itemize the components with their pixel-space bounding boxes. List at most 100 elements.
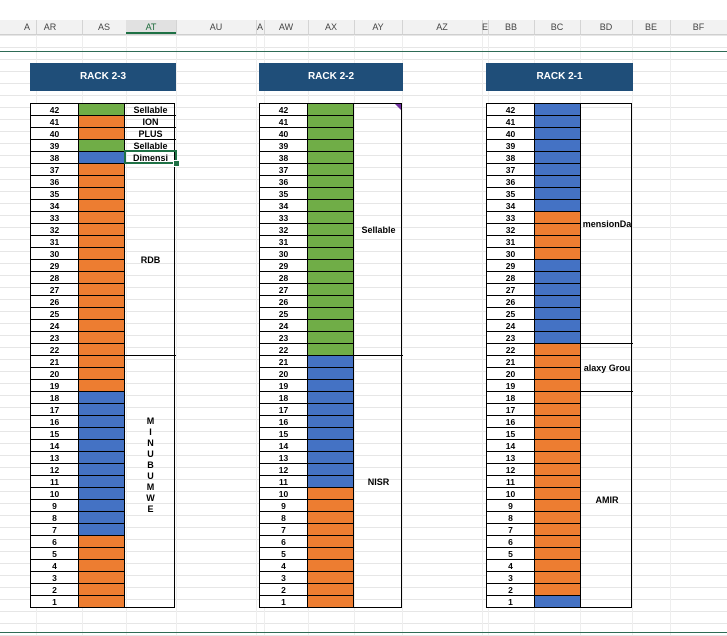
unit-number[interactable]: 39 [487, 140, 535, 152]
unit-status-cell[interactable] [535, 188, 581, 200]
column-header-bf[interactable]: BF [692, 22, 705, 32]
unit-status-cell[interactable] [308, 200, 354, 212]
unit-number[interactable]: 34 [260, 200, 308, 212]
fill-handle[interactable] [173, 160, 180, 167]
unit-number[interactable]: 13 [487, 452, 535, 464]
unit-status-cell[interactable] [308, 116, 354, 128]
unit-status-cell[interactable] [308, 296, 354, 308]
unit-number[interactable]: 4 [260, 560, 308, 572]
unit-number[interactable]: 31 [487, 236, 535, 248]
unit-number[interactable]: 17 [487, 404, 535, 416]
unit-number[interactable]: 3 [260, 572, 308, 584]
unit-status-cell[interactable] [535, 380, 581, 392]
unit-number[interactable]: 19 [487, 380, 535, 392]
column-header-bd[interactable]: BD [599, 22, 613, 32]
unit-number[interactable]: 19 [260, 380, 308, 392]
unit-status-cell[interactable] [535, 272, 581, 284]
unit-status-cell[interactable] [308, 548, 354, 560]
unit-number[interactable]: 7 [31, 524, 79, 536]
unit-status-cell[interactable] [308, 368, 354, 380]
unit-number[interactable]: 32 [260, 224, 308, 236]
unit-number[interactable]: 39 [31, 140, 79, 152]
unit-number[interactable]: 38 [487, 152, 535, 164]
unit-number[interactable]: 26 [260, 296, 308, 308]
unit-status-cell[interactable] [79, 188, 125, 200]
unit-number[interactable]: 20 [260, 368, 308, 380]
column-header-bc[interactable]: BC [550, 22, 564, 32]
unit-status-cell[interactable] [79, 548, 125, 560]
unit-number[interactable]: 18 [31, 392, 79, 404]
unit-status-cell[interactable] [79, 476, 125, 488]
unit-status-cell[interactable] [79, 248, 125, 260]
unit-number[interactable]: 11 [487, 476, 535, 488]
column-header-as[interactable]: AS [97, 22, 110, 32]
unit-status-cell[interactable] [535, 116, 581, 128]
unit-status-cell[interactable] [535, 416, 581, 428]
unit-number[interactable]: 21 [31, 356, 79, 368]
unit-status-cell[interactable] [79, 104, 125, 116]
unit-status-cell[interactable] [79, 344, 125, 356]
unit-number[interactable]: 15 [487, 428, 535, 440]
unit-status-cell[interactable] [535, 440, 581, 452]
unit-number[interactable]: 34 [487, 200, 535, 212]
unit-number[interactable]: 27 [31, 284, 79, 296]
unit-number[interactable]: 10 [260, 488, 308, 500]
unit-number[interactable]: 40 [31, 128, 79, 140]
unit-number[interactable]: 17 [260, 404, 308, 416]
unit-status-cell[interactable] [535, 200, 581, 212]
unit-number[interactable]: 37 [31, 164, 79, 176]
unit-number[interactable]: 13 [260, 452, 308, 464]
unit-status-cell[interactable] [79, 308, 125, 320]
comment-indicator-icon[interactable] [395, 104, 401, 110]
unit-status-cell[interactable] [79, 584, 125, 596]
unit-status-cell[interactable] [535, 524, 581, 536]
unit-status-cell[interactable] [79, 368, 125, 380]
unit-status-cell[interactable] [535, 236, 581, 248]
unit-number[interactable]: 41 [260, 116, 308, 128]
unit-number[interactable]: 25 [260, 308, 308, 320]
unit-number[interactable]: 31 [260, 236, 308, 248]
unit-status-cell[interactable] [79, 416, 125, 428]
unit-number[interactable]: 2 [487, 584, 535, 596]
unit-number[interactable]: 6 [487, 536, 535, 548]
unit-status-cell[interactable] [308, 404, 354, 416]
unit-number[interactable]: 32 [487, 224, 535, 236]
unit-status-cell[interactable] [79, 464, 125, 476]
unit-status-cell[interactable] [308, 440, 354, 452]
unit-number[interactable]: 12 [260, 464, 308, 476]
unit-status-cell[interactable] [535, 548, 581, 560]
unit-number[interactable]: 7 [487, 524, 535, 536]
unit-status-cell[interactable] [535, 356, 581, 368]
unit-status-cell[interactable] [308, 500, 354, 512]
unit-status-cell[interactable] [79, 164, 125, 176]
unit-number[interactable]: 12 [487, 464, 535, 476]
tenant-label[interactable]: mensionDa [581, 104, 633, 344]
unit-status-cell[interactable] [535, 284, 581, 296]
unit-number[interactable]: 9 [487, 500, 535, 512]
unit-status-cell[interactable] [79, 488, 125, 500]
unit-status-cell[interactable] [535, 584, 581, 596]
unit-status-cell[interactable] [79, 140, 125, 152]
unit-status-cell[interactable] [308, 572, 354, 584]
unit-number[interactable]: 36 [487, 176, 535, 188]
unit-number[interactable]: 35 [487, 188, 535, 200]
unit-status-cell[interactable] [308, 308, 354, 320]
column-header-at[interactable]: AT [126, 20, 176, 34]
unit-number[interactable]: 14 [260, 440, 308, 452]
unit-status-cell[interactable] [308, 128, 354, 140]
unit-status-cell[interactable] [535, 404, 581, 416]
unit-number[interactable]: 23 [31, 332, 79, 344]
unit-status-cell[interactable] [535, 392, 581, 404]
column-header-ax[interactable]: AX [324, 22, 337, 32]
unit-status-cell[interactable] [79, 224, 125, 236]
unit-number[interactable]: 10 [487, 488, 535, 500]
column-header-be[interactable]: BE [644, 22, 657, 32]
column-header-a[interactable]: A [23, 22, 30, 32]
unit-number[interactable]: 19 [31, 380, 79, 392]
unit-status-cell[interactable] [535, 260, 581, 272]
unit-status-cell[interactable] [535, 536, 581, 548]
unit-number[interactable]: 16 [487, 416, 535, 428]
unit-number[interactable]: 17 [31, 404, 79, 416]
unit-status-cell[interactable] [535, 596, 581, 608]
unit-status-cell[interactable] [79, 356, 125, 368]
